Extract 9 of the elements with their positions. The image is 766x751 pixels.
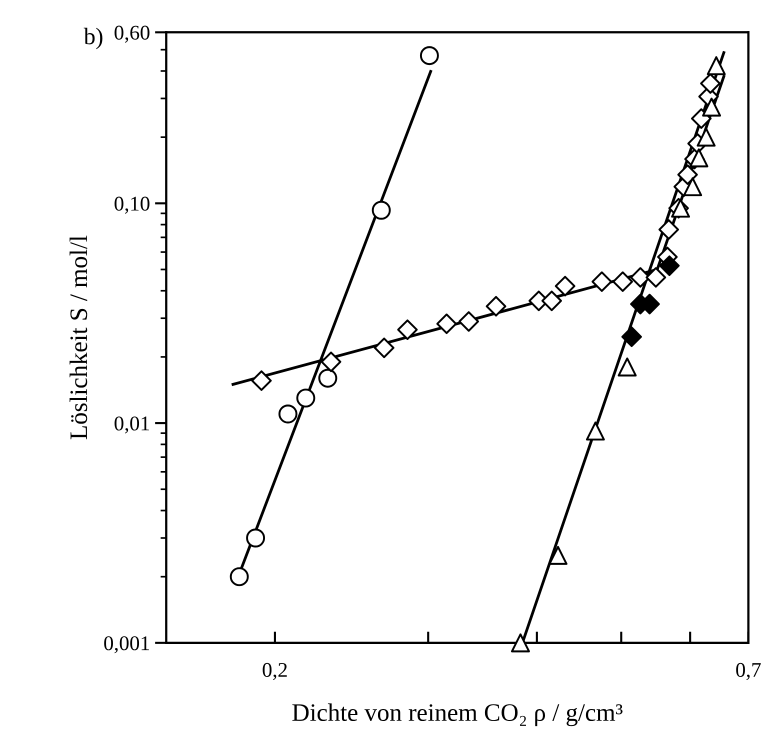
y-tick-label: 0,60: [114, 26, 150, 43]
text: b): [84, 28, 102, 50]
x-tick-label: 0,2: [262, 662, 287, 680]
x-axis-title: Dichte von reinem CO₂ ρ / g/cm³: [292, 703, 623, 726]
y-tick-label: 0,001: [104, 636, 149, 654]
x-tick-label: 0,7: [736, 662, 761, 680]
y-axis-title: Löslichkeit S / mol/l: [70, 236, 88, 440]
y-tick-label: 0,10: [114, 196, 150, 214]
y-tick-label: 0,01: [114, 416, 149, 434]
